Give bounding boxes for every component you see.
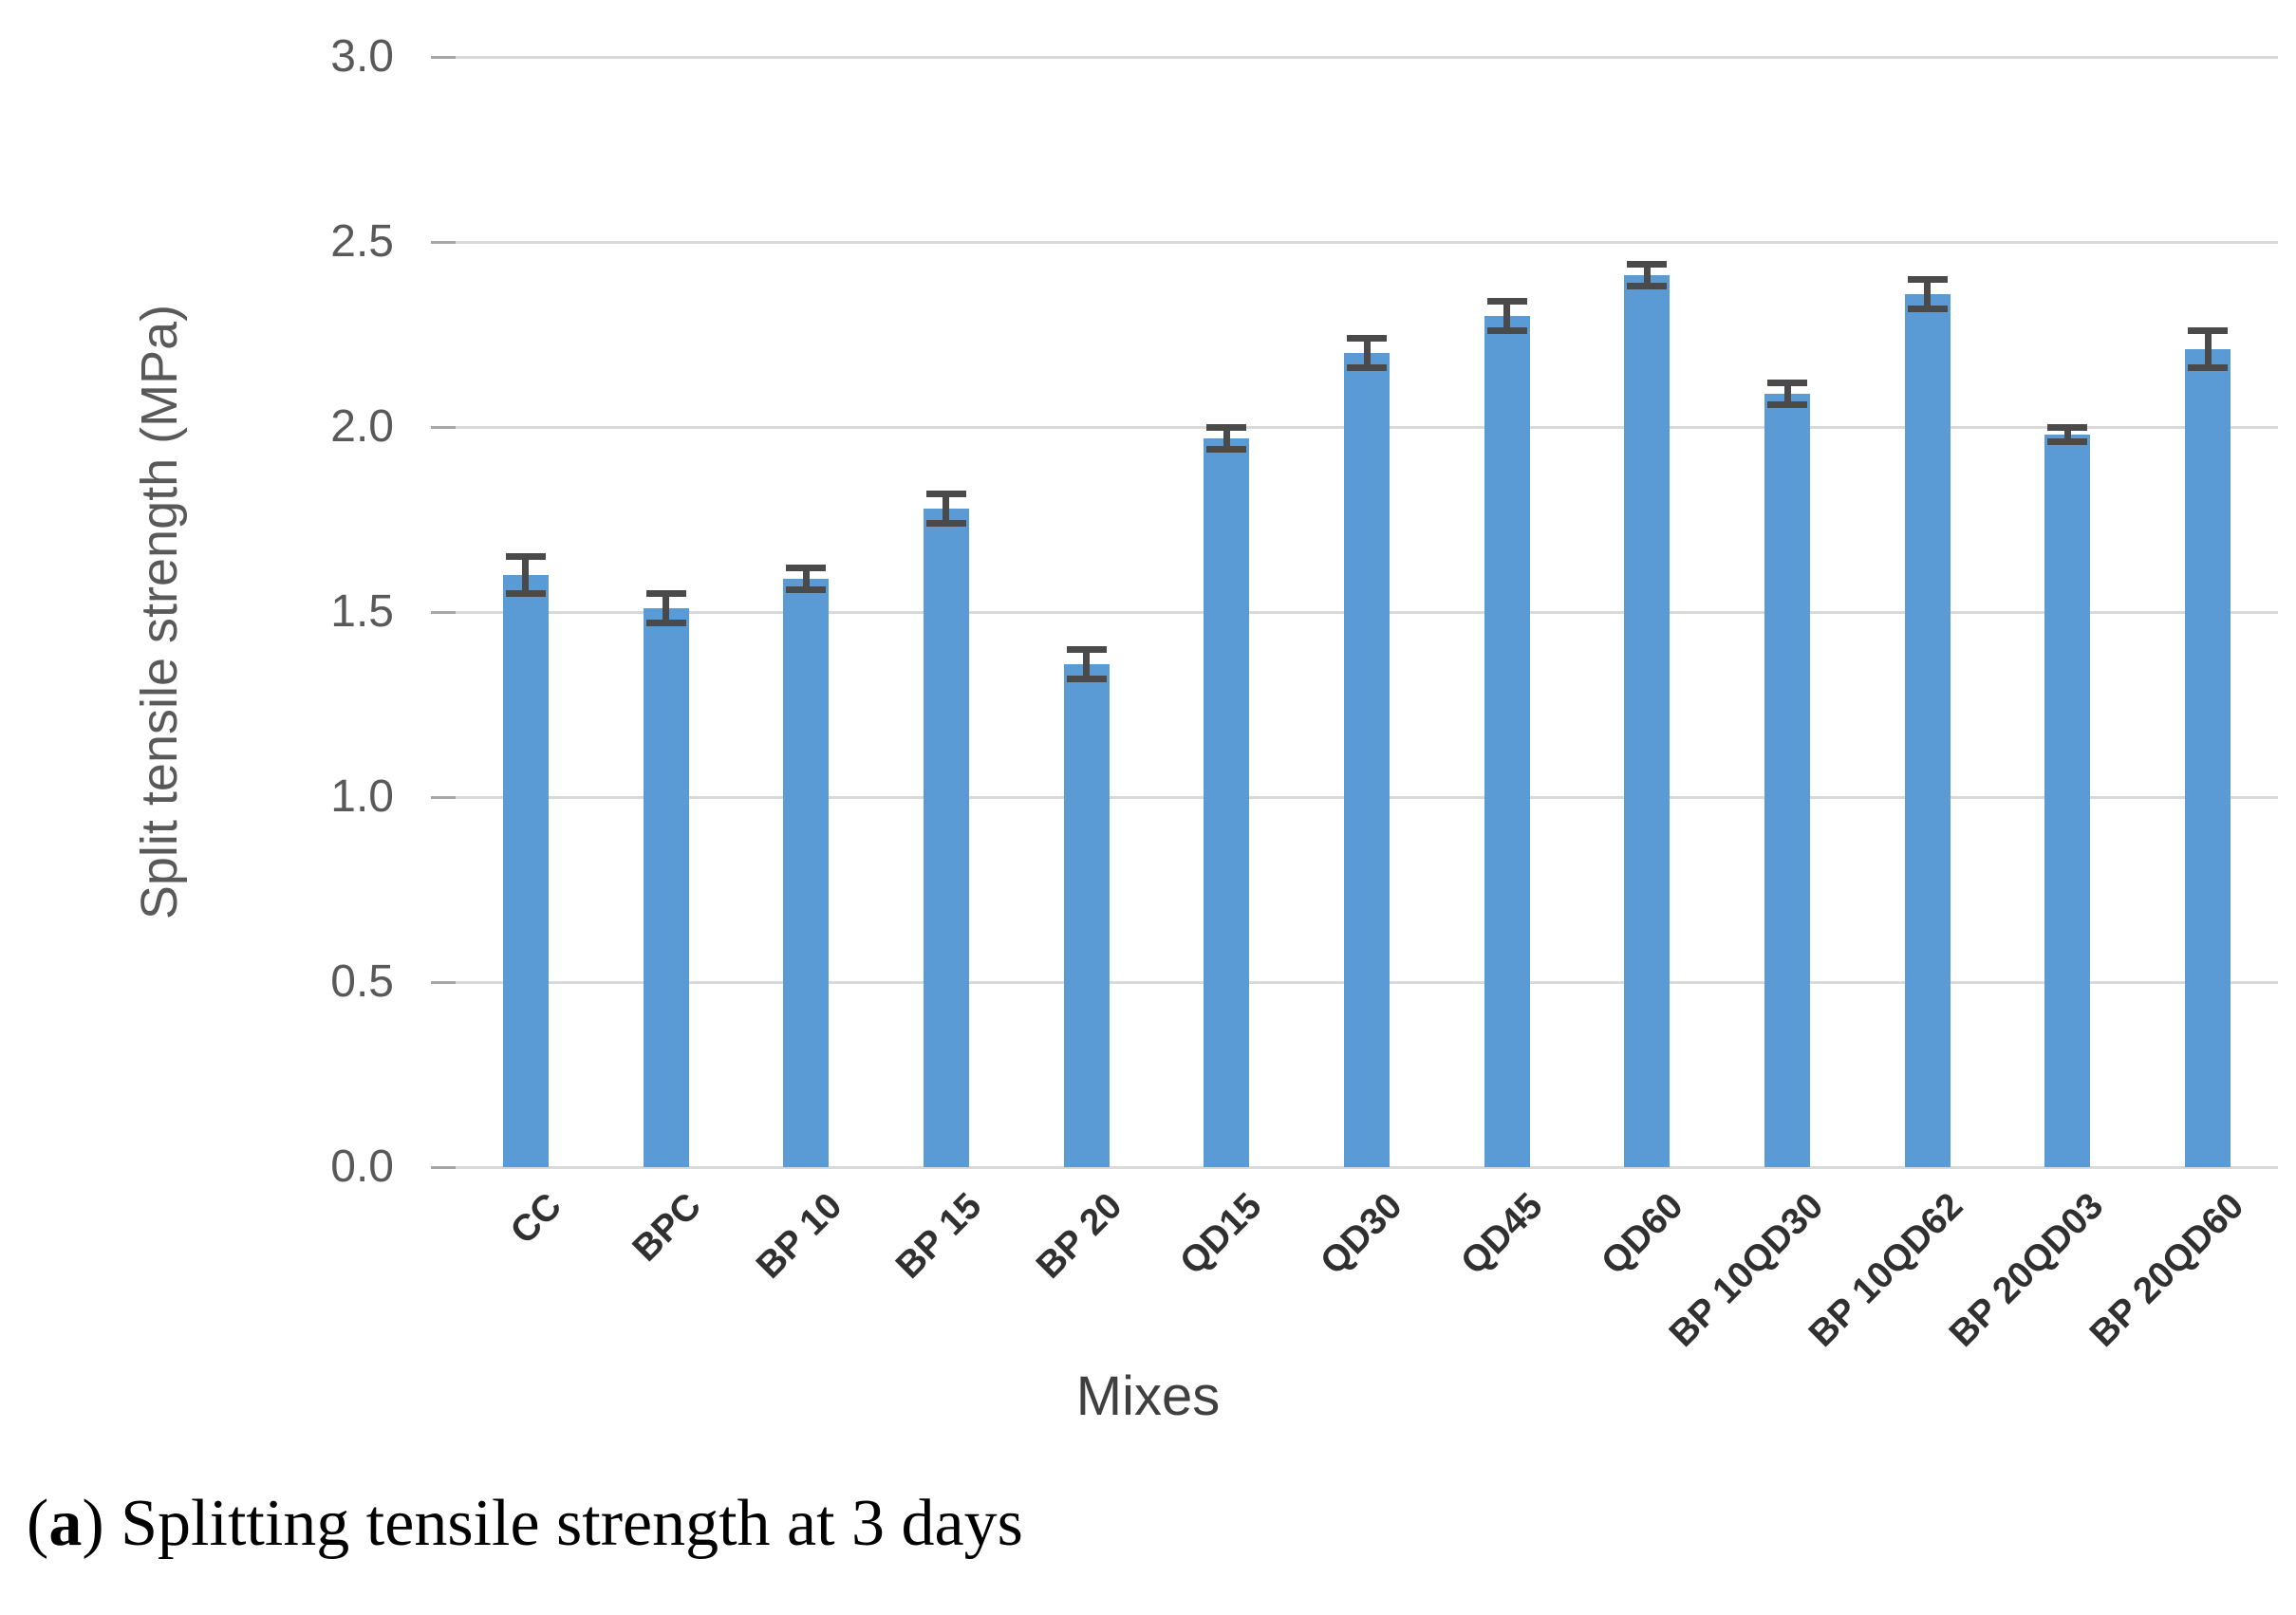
y-axis-tick — [431, 240, 456, 244]
x-tick-label-CC: CC — [502, 1185, 569, 1253]
bar-BP 10QD30 — [1764, 393, 1811, 1167]
error-bar-stem-BP 15 — [943, 493, 950, 524]
error-bar-cap-bottom-QD15 — [1206, 445, 1247, 453]
bar-QD15 — [1204, 437, 1250, 1167]
y-axis-tick — [431, 425, 456, 429]
caption-text: ) Splitting tensile strength at 3 days — [82, 1487, 1023, 1560]
figure-caption: (a) Splitting tensile strength at 3 days — [27, 1486, 1023, 1562]
error-bar-stem-BP 10QD62 — [1924, 279, 1932, 309]
error-bar-stem-QD45 — [1503, 301, 1511, 331]
error-bar-cap-bottom-QD60 — [1627, 283, 1668, 290]
x-tick-label-BP15: BP 15 — [888, 1185, 990, 1287]
bar-BP 20 — [1063, 663, 1110, 1167]
error-bar-cap-top-QD60 — [1627, 260, 1668, 268]
caption-panel-letter: a — [48, 1487, 83, 1560]
x-tick-label-QD45: QD45 — [1452, 1185, 1551, 1283]
error-bar-cap-top-BP 20 — [1066, 645, 1107, 653]
x-tick-label-QD30: QD30 — [1313, 1185, 1410, 1283]
bar-BP 10 — [783, 578, 830, 1167]
bar-BP 20QD03 — [2044, 434, 2091, 1167]
error-bar-cap-top-BPC — [645, 590, 686, 597]
error-bar-stem-BP 20QD03 — [2063, 427, 2071, 442]
error-bar-cap-bottom-BP 20 — [1066, 675, 1107, 682]
y-tick-label-3.0: 3.0 — [330, 31, 394, 82]
error-bar-cap-bottom-BP 15 — [925, 519, 966, 527]
x-tick-label-QD60: QD60 — [1593, 1185, 1691, 1283]
y-tick-label-0.5: 0.5 — [330, 956, 394, 1007]
y-axis-tick — [431, 1165, 456, 1169]
bar-BP 15 — [923, 508, 969, 1167]
error-bar-stem-BP 20QD60 — [2204, 330, 2212, 368]
error-bar-stem-BP 10 — [802, 567, 810, 590]
error-bar-cap-bottom-BP 10QD30 — [1767, 401, 1808, 409]
plot-area — [456, 55, 2278, 1169]
y-tick-label-0.0: 0.0 — [330, 1142, 394, 1192]
error-bar-cap-bottom-BP 20QD60 — [2188, 364, 2229, 372]
error-bar-cap-top-BP 10QD62 — [1907, 275, 1948, 283]
error-bar-stem-BP 20 — [1083, 649, 1091, 679]
error-bar-cap-bottom-QD45 — [1486, 327, 1527, 335]
error-bar-stem-CC — [522, 556, 530, 594]
error-bar-cap-bottom-BP 20QD03 — [2047, 438, 2088, 446]
x-tick-label-BP20: BP 20 — [1028, 1185, 1130, 1287]
error-bar-cap-bottom-BP 10 — [786, 586, 827, 594]
y-tick-label-2.5: 2.5 — [330, 216, 394, 267]
y-tick-label-2.0: 2.0 — [330, 401, 394, 452]
bar-QD45 — [1484, 316, 1530, 1167]
y-tick-label-1.0: 1.0 — [330, 771, 394, 822]
error-bar-cap-top-BP 20QD60 — [2188, 327, 2229, 335]
error-bar-cap-top-QD30 — [1347, 334, 1387, 342]
error-bar-cap-top-CC — [505, 553, 546, 560]
y-axis-tick — [431, 610, 456, 614]
caption-paren-open: ( — [27, 1487, 49, 1560]
y-tick-label-1.5: 1.5 — [330, 586, 394, 637]
error-bar-stem-QD60 — [1643, 264, 1651, 287]
bar-QD30 — [1344, 353, 1390, 1167]
error-bar-stem-QD30 — [1363, 338, 1371, 368]
gridline-y-0.0 — [456, 1165, 2278, 1169]
y-axis-tick — [431, 55, 456, 59]
error-bar-cap-top-QD45 — [1486, 297, 1527, 305]
error-bar-cap-top-BP 15 — [925, 490, 966, 497]
x-tick-label-QD15: QD15 — [1172, 1185, 1271, 1283]
error-bar-cap-top-BP 10QD30 — [1767, 379, 1808, 386]
x-tick-label-BPC: BPC — [625, 1185, 710, 1270]
bar-BP 20QD60 — [2185, 349, 2231, 1167]
y-axis-tick — [431, 795, 456, 799]
bar-BPC — [643, 608, 689, 1167]
error-bar-cap-top-QD15 — [1206, 423, 1247, 431]
y-axis-title: Split tensile strength (MPa) — [131, 304, 188, 920]
error-bar-stem-BPC — [663, 593, 670, 623]
error-bar-cap-top-BP 20QD03 — [2047, 423, 2088, 431]
gridline-y-3.0 — [456, 55, 2278, 59]
error-bar-cap-bottom-BP 10QD62 — [1907, 305, 1948, 312]
error-bar-stem-QD15 — [1223, 427, 1230, 450]
y-axis-tick — [431, 980, 456, 984]
bar-QD60 — [1624, 275, 1671, 1167]
error-bar-cap-bottom-CC — [505, 590, 546, 597]
bar-BP 10QD62 — [1904, 293, 1951, 1167]
error-bar-stem-BP 10QD30 — [1783, 382, 1791, 405]
error-bar-cap-bottom-QD30 — [1347, 364, 1387, 372]
error-bar-cap-top-BP 10 — [786, 564, 827, 571]
bar-CC — [502, 575, 549, 1167]
x-axis-title: Mixes — [1075, 1365, 1221, 1427]
gridline-y-2.5 — [456, 240, 2278, 244]
x-tick-label-BP10: BP 10 — [748, 1185, 849, 1287]
error-bar-cap-bottom-BPC — [645, 620, 686, 627]
